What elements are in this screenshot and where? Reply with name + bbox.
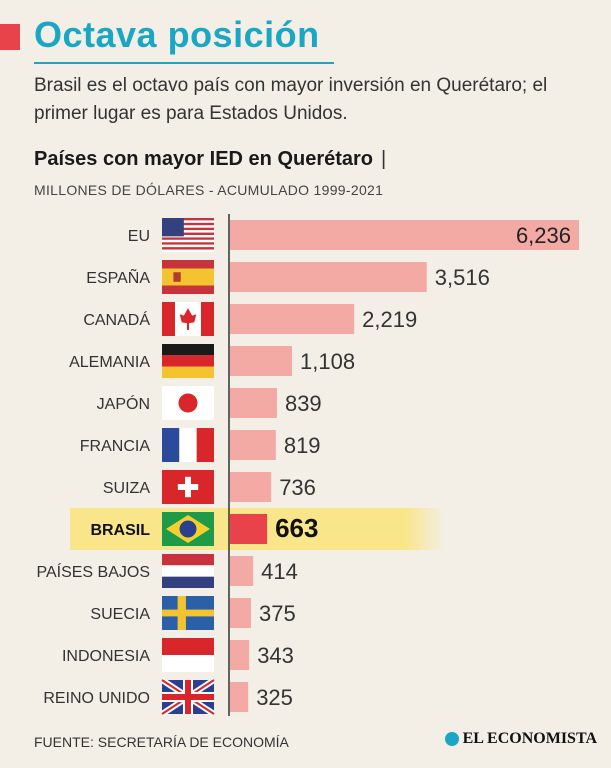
- bar: [230, 682, 249, 712]
- flag-france-icon: [162, 428, 214, 462]
- flag-sweden-icon: [162, 596, 214, 630]
- value-label: 414: [261, 559, 298, 584]
- bar-chart: EU 6,236 ESPAÑA 3,516 CANADÁ 2,219 ALEMANIA 1,1…: [36, 214, 579, 717]
- brand-mark-icon: [444, 732, 459, 746]
- flag-germany-icon: [162, 344, 214, 378]
- flag-uk-icon: [160, 677, 216, 717]
- category-label: CANADÁ: [83, 310, 150, 329]
- category-label: FRANCIA: [80, 438, 151, 455]
- value-label: 736: [279, 475, 316, 500]
- category-label: SUIZA: [103, 480, 150, 497]
- bar: [230, 556, 254, 586]
- bar: [230, 262, 427, 292]
- bar: [230, 640, 250, 670]
- bar: [230, 598, 251, 628]
- value-label: 375: [259, 601, 296, 626]
- bar: [230, 346, 293, 376]
- chart-title: Países con mayor IED en Querétaro |: [34, 148, 386, 171]
- value-label: 3,516: [435, 265, 490, 290]
- bar: [230, 388, 277, 418]
- page-subtitle: Brasil es el octavo país con mayor inver…: [34, 75, 548, 124]
- flag-indonesia-icon: [162, 638, 214, 672]
- bar: [230, 430, 276, 460]
- value-label: 1,108: [300, 349, 355, 374]
- chart-unit-label: MILLONES DE DÓLARES - ACUMULADO 1999-202…: [34, 182, 384, 198]
- source-note: FUENTE: SECRETARÍA DE ECONOMÍA: [34, 734, 289, 750]
- value-label: 343: [257, 643, 294, 668]
- bar: [230, 220, 579, 250]
- category-label: SUECIA: [90, 606, 150, 623]
- category-label: JAPÓN: [97, 394, 150, 413]
- brand-logo: EL ECONOMISTA: [444, 730, 597, 748]
- category-label: PAÍSES BAJOS: [36, 562, 150, 581]
- brasil-highlight-fade: [405, 508, 445, 550]
- flag-usa-icon: [162, 218, 214, 252]
- bar: [230, 304, 355, 334]
- category-label: REINO UNIDO: [43, 690, 150, 707]
- brand-name: EL ECONOMISTA: [462, 730, 597, 747]
- value-label: 839: [285, 391, 322, 416]
- flag-netherlands-icon: [162, 554, 214, 588]
- chart-title-text: Países con mayor IED en Querétaro: [34, 148, 374, 170]
- flag-japan-icon: [162, 386, 214, 420]
- category-label: BRASIL: [90, 522, 150, 539]
- category-label: EU: [128, 228, 150, 245]
- page-title: Octava posición: [34, 14, 320, 55]
- flag-canada-icon: [162, 302, 214, 336]
- flag-spain-icon: [162, 260, 214, 294]
- value-label: 325: [256, 685, 293, 710]
- flag-switzerland-icon: [162, 470, 214, 504]
- title-underline: [34, 62, 334, 64]
- category-label: ALEMANIA: [69, 354, 150, 371]
- category-label: ESPAÑA: [86, 267, 150, 287]
- chart-title-separator: |: [381, 148, 387, 170]
- title-accent-bar: [0, 24, 20, 50]
- flag-brazil-icon: [162, 512, 214, 546]
- value-label: 819: [284, 433, 321, 458]
- category-label: INDONESIA: [62, 648, 150, 665]
- value-label: 2,219: [362, 307, 417, 332]
- bar: [230, 514, 268, 544]
- value-label: 6,236: [516, 223, 571, 248]
- bar: [230, 472, 272, 502]
- value-label: 663: [275, 513, 318, 543]
